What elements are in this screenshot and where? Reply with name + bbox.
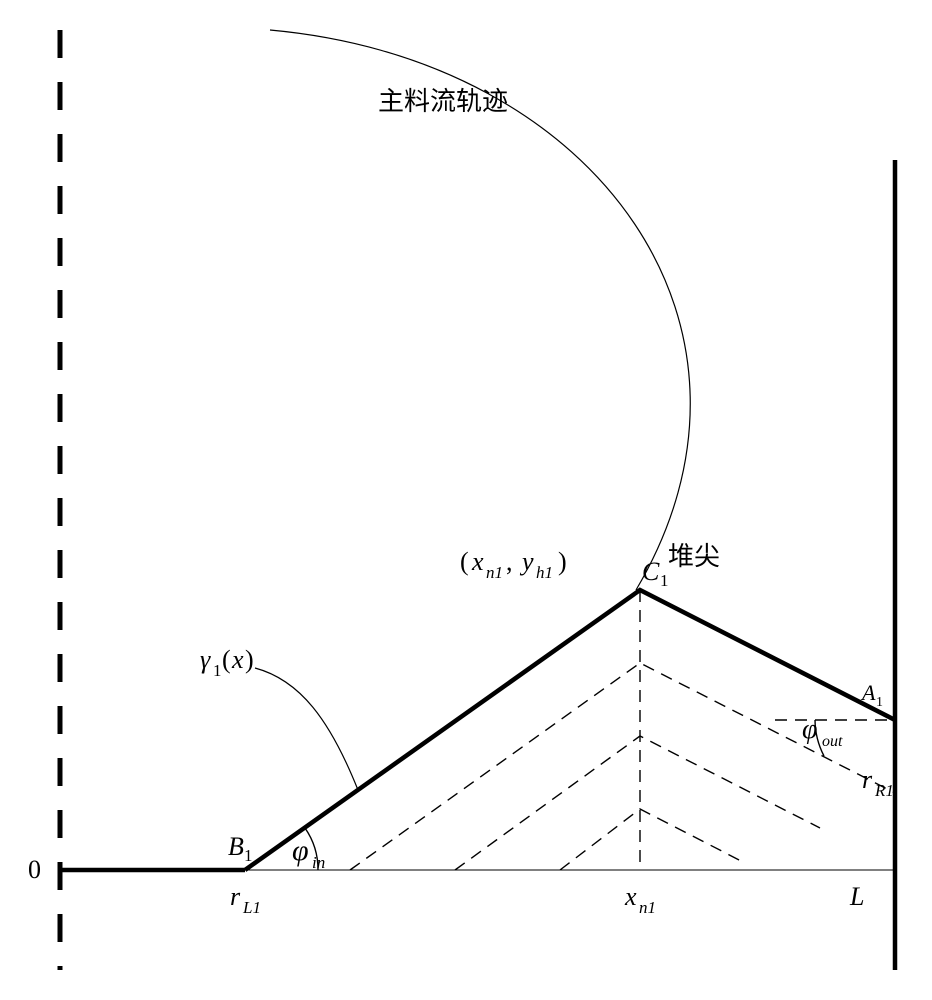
svg-text:x: x	[624, 882, 637, 911]
svg-text:,: ,	[506, 547, 513, 576]
svg-text:n1: n1	[639, 898, 656, 917]
svg-text:x: x	[231, 645, 244, 674]
label-B1: B 1	[228, 832, 253, 865]
label-xn1-yh1: ( x n1 , y h1 )	[460, 547, 567, 582]
trajectory-label: 主料流轨迹	[378, 87, 508, 116]
svg-text:(: (	[460, 547, 469, 576]
label-phi-in: φ in	[292, 834, 325, 872]
svg-text:h1: h1	[536, 563, 553, 582]
svg-text:r: r	[862, 765, 873, 794]
svg-text:R1: R1	[874, 781, 894, 800]
label-C1: C 1	[642, 557, 669, 590]
pile-outline	[245, 590, 895, 870]
svg-text:r: r	[230, 882, 241, 911]
svg-text:A: A	[860, 680, 876, 705]
svg-text:1: 1	[213, 661, 222, 680]
label-rL1: r L1	[230, 882, 261, 917]
svg-text:B: B	[228, 832, 244, 861]
svg-text:1: 1	[660, 571, 669, 590]
svg-text:γ: γ	[200, 645, 211, 674]
svg-text:n1: n1	[486, 563, 503, 582]
svg-text:L1: L1	[242, 898, 261, 917]
svg-text:out: out	[822, 733, 843, 750]
label-gamma: γ 1 ( x )	[200, 645, 254, 680]
svg-text:(: (	[222, 645, 231, 674]
label-xn1-axis: x n1	[624, 882, 656, 917]
svg-text:φ: φ	[802, 714, 818, 745]
label-L: L	[849, 882, 864, 911]
label-zero: 0	[28, 855, 41, 884]
peak-label: 堆尖	[668, 542, 720, 571]
svg-text:x: x	[471, 547, 484, 576]
svg-text:): )	[558, 547, 567, 576]
svg-text:φ: φ	[292, 834, 309, 867]
gamma-pointer	[255, 668, 358, 790]
svg-text:y: y	[519, 547, 534, 576]
svg-text:1: 1	[244, 846, 253, 865]
svg-text:in: in	[312, 853, 325, 872]
svg-text:): )	[245, 645, 254, 674]
svg-text:C: C	[642, 557, 660, 586]
label-rR1: r R1	[862, 765, 894, 800]
svg-text:1: 1	[876, 695, 883, 710]
inner-dashed-piles	[350, 663, 895, 870]
